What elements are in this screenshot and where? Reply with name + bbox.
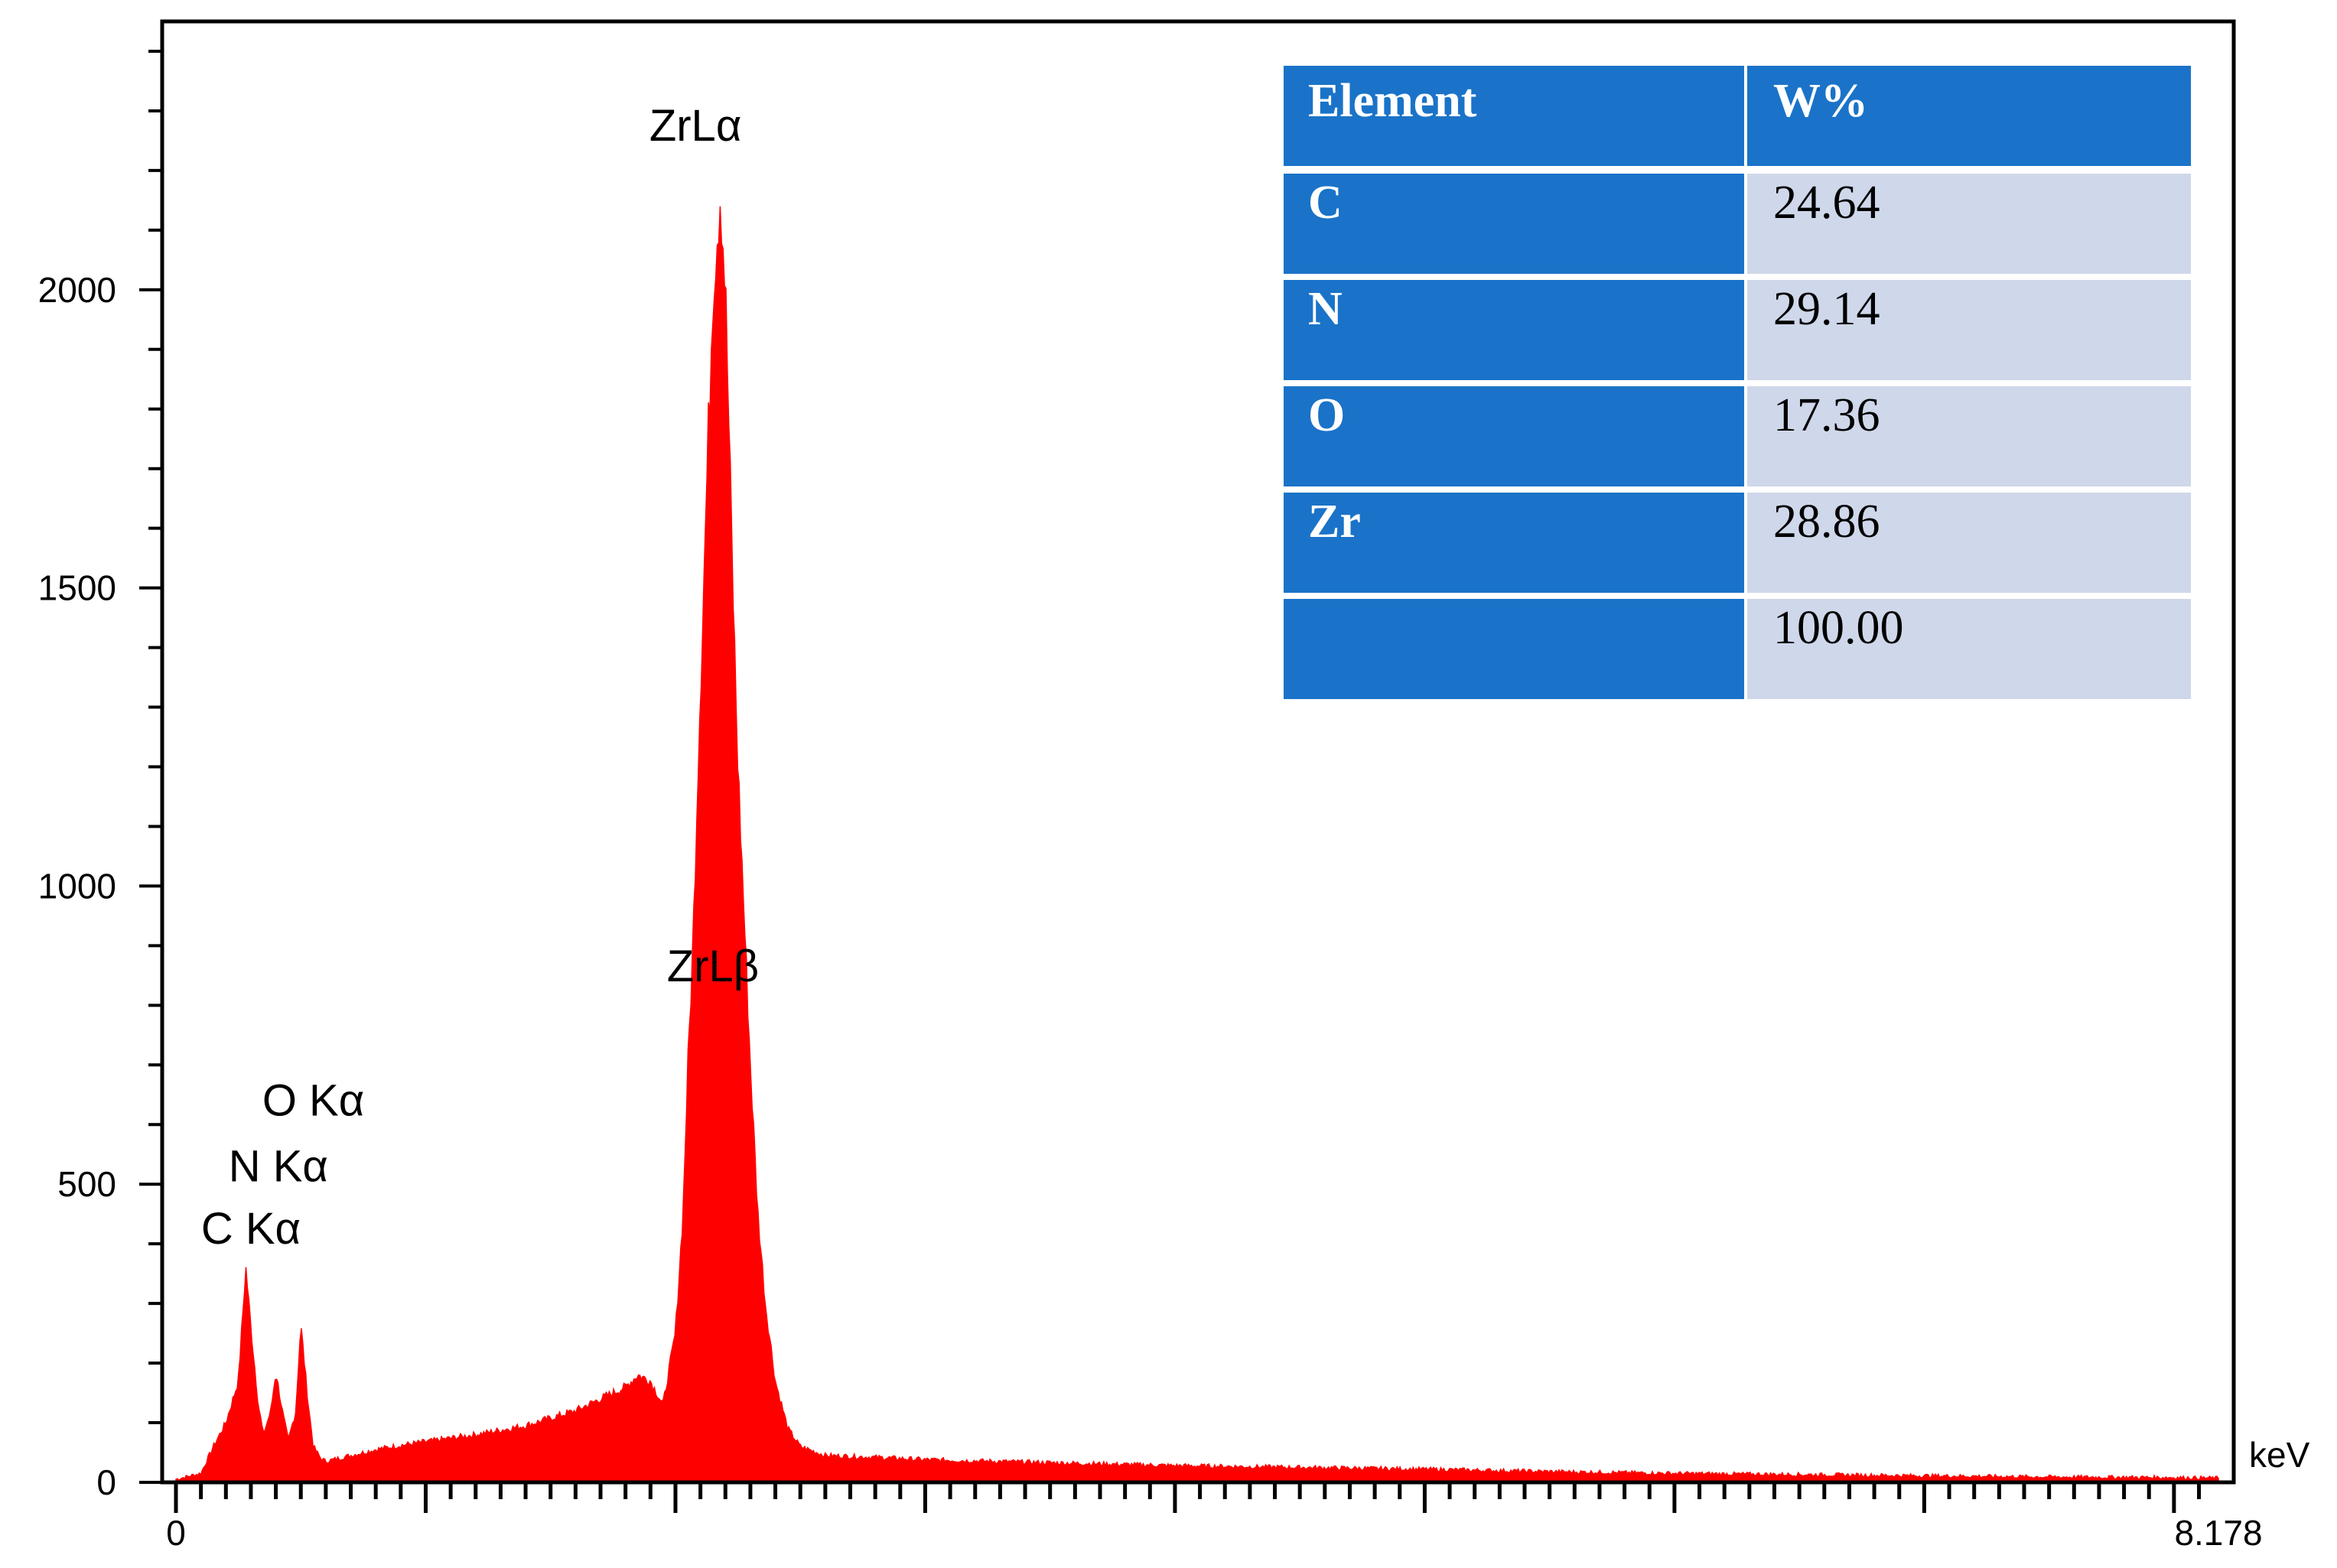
element-name: O	[1308, 389, 1345, 441]
y-tick-label: 500	[57, 1164, 116, 1204]
axes: 0 500 1000 1500 2000 0 8.178 keV	[38, 19, 2310, 1553]
table-row: Zr 28.86	[1284, 493, 2191, 593]
value-cell	[1747, 174, 2191, 274]
element-cell	[1284, 599, 1744, 699]
header-element-label: Element	[1308, 75, 1477, 127]
header-cell-element	[1284, 66, 1744, 166]
plot-frame	[160, 19, 2236, 1485]
x-axis-label: keV	[2249, 1435, 2310, 1475]
element-cell	[1284, 493, 1744, 593]
peak-annotations: ZrLα ZrLβ O Kα N Kα C Kα	[201, 101, 759, 1254]
value-cell	[1747, 599, 2191, 699]
x-tick-label-max: 8.178	[2174, 1513, 2262, 1553]
table-header-row: Element W%	[1284, 66, 2191, 166]
peak-label: ZrLβ	[667, 942, 759, 991]
composition-table: Element W% C 24.64 N 29.14 O 17.36 Zr 28.86 100.00	[1284, 66, 2191, 699]
value-cell	[1747, 493, 2191, 593]
y-tick-label: 2000	[38, 270, 116, 310]
plot-area	[175, 206, 2219, 1483]
peak-label: C Kα	[201, 1204, 301, 1254]
element-name: N	[1308, 283, 1343, 335]
weight-percent: 28.86	[1773, 496, 1880, 548]
peak-label: ZrLα	[649, 101, 742, 151]
element-cell	[1284, 174, 1744, 274]
element-name: Zr	[1308, 496, 1361, 548]
value-cell	[1747, 280, 2191, 380]
element-name: C	[1308, 177, 1343, 229]
element-cell	[1284, 386, 1744, 486]
value-cell	[1747, 386, 2191, 486]
table-row: 100.00	[1284, 599, 2191, 699]
y-tick-label: 0	[96, 1462, 116, 1502]
header-cell-wpct	[1747, 66, 2191, 166]
y-tick-label: 1500	[38, 568, 116, 608]
table-row: C 24.64	[1284, 174, 2191, 274]
table-row: O 17.36	[1284, 386, 2191, 486]
header-wpct-label: W%	[1773, 75, 1868, 127]
peak-label: N Kα	[229, 1141, 328, 1191]
weight-percent: 17.36	[1773, 389, 1880, 441]
spectrum-series	[175, 206, 2219, 1483]
table-row: N 29.14	[1284, 280, 2191, 380]
weight-percent: 29.14	[1773, 283, 1880, 335]
x-tick-label-min: 0	[166, 1513, 186, 1553]
peak-label: O Kα	[262, 1076, 364, 1126]
y-tick-label: 1000	[38, 866, 116, 906]
element-cell	[1284, 280, 1744, 380]
weight-percent: 24.64	[1773, 177, 1880, 229]
weight-percent: 100.00	[1773, 602, 1904, 654]
